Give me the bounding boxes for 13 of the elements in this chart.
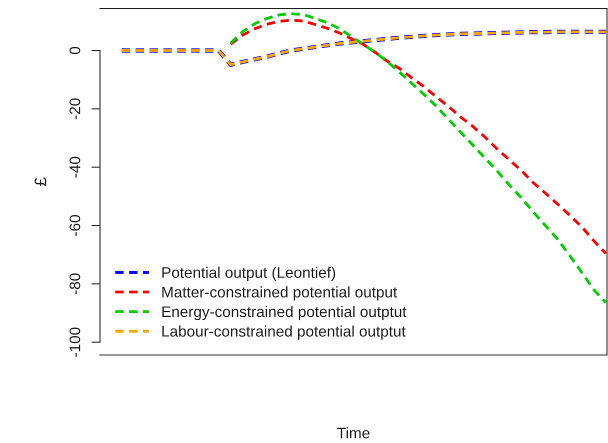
legend-label: Energy-constrained potential outptut: [162, 306, 406, 320]
legend-label: Potential output (Leontief): [162, 266, 336, 281]
y-tick-label: -60: [69, 215, 80, 236]
y-axis-title: £: [34, 177, 46, 186]
y-tick-label: 0: [69, 46, 80, 54]
line-series: [229, 18, 607, 255]
y-tick-label: -80: [69, 273, 80, 294]
y-tick-label: -100: [69, 327, 80, 357]
legend-label: Matter-constrained potential output: [162, 286, 398, 301]
y-tick-label: -20: [69, 98, 80, 120]
legend-label: Labour-constrained potential outptut: [162, 325, 406, 340]
x-axis-title: Time: [337, 427, 370, 438]
y-tick-label: -40: [69, 156, 80, 178]
